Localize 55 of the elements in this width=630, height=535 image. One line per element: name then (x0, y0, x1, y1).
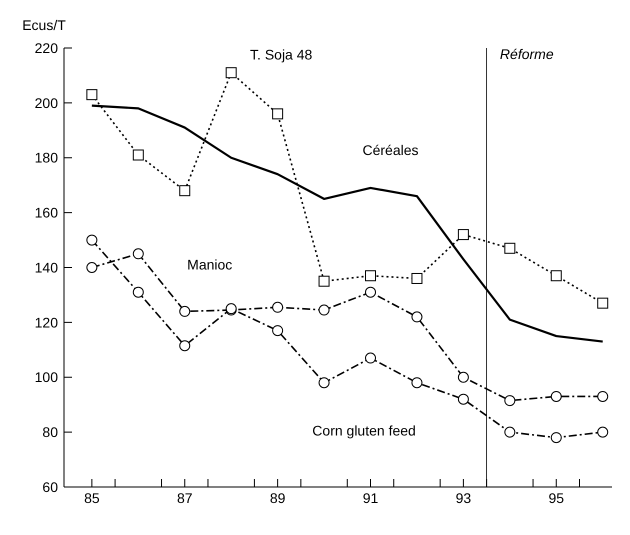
point (411, 377, 422, 388)
point (550, 390, 562, 402)
x-tick-label: 89 (270, 490, 286, 506)
point (318, 377, 330, 388)
x-tick-label: 93 (456, 490, 472, 506)
point (458, 394, 469, 405)
ref-line-label: Réforme (500, 46, 554, 62)
y-tick-label: 80 (42, 424, 58, 440)
y-tick-label: 120 (34, 314, 58, 330)
x-tick-label: 91 (362, 490, 379, 506)
point (597, 390, 608, 402)
point (318, 276, 330, 287)
point (132, 150, 144, 161)
text: Céréales (362, 142, 419, 158)
point (458, 229, 469, 240)
point (179, 306, 190, 317)
x-tick-label: 95 (548, 490, 564, 506)
point (132, 286, 144, 298)
point (504, 242, 516, 254)
point (411, 272, 422, 284)
point (597, 426, 608, 438)
y-tick-label: 180 (34, 150, 58, 166)
y-tick-label: 160 (34, 204, 58, 221)
point (504, 426, 516, 438)
y-tick-label: 100 (34, 369, 58, 386)
point (365, 352, 376, 364)
series-label: Manioc (187, 256, 232, 272)
x-tick-label: 87 (176, 490, 193, 506)
point (86, 234, 98, 246)
text: Corn gluten feed (312, 422, 416, 439)
point (179, 340, 190, 352)
y-tick-label: 60 (42, 478, 58, 495)
y-tick-label: 140 (34, 259, 58, 276)
point (365, 286, 376, 298)
point (132, 248, 144, 260)
y-axis-title: Ecus/T (22, 17, 66, 33)
point (272, 108, 284, 120)
point (272, 302, 284, 313)
point (550, 270, 562, 282)
point (179, 185, 190, 196)
point (86, 262, 98, 273)
series-label: T. Soja 48 (250, 46, 313, 63)
point (504, 395, 516, 406)
y-tick-label: 200 (34, 94, 58, 111)
point (318, 304, 330, 316)
y-tick-label: 220 (34, 40, 58, 56)
point (597, 298, 608, 309)
point (226, 67, 237, 78)
point (86, 89, 98, 100)
point (458, 372, 469, 383)
x-tick-label: 85 (84, 490, 100, 506)
point (272, 325, 284, 336)
point (365, 270, 376, 282)
point (411, 311, 422, 322)
point (550, 432, 562, 444)
